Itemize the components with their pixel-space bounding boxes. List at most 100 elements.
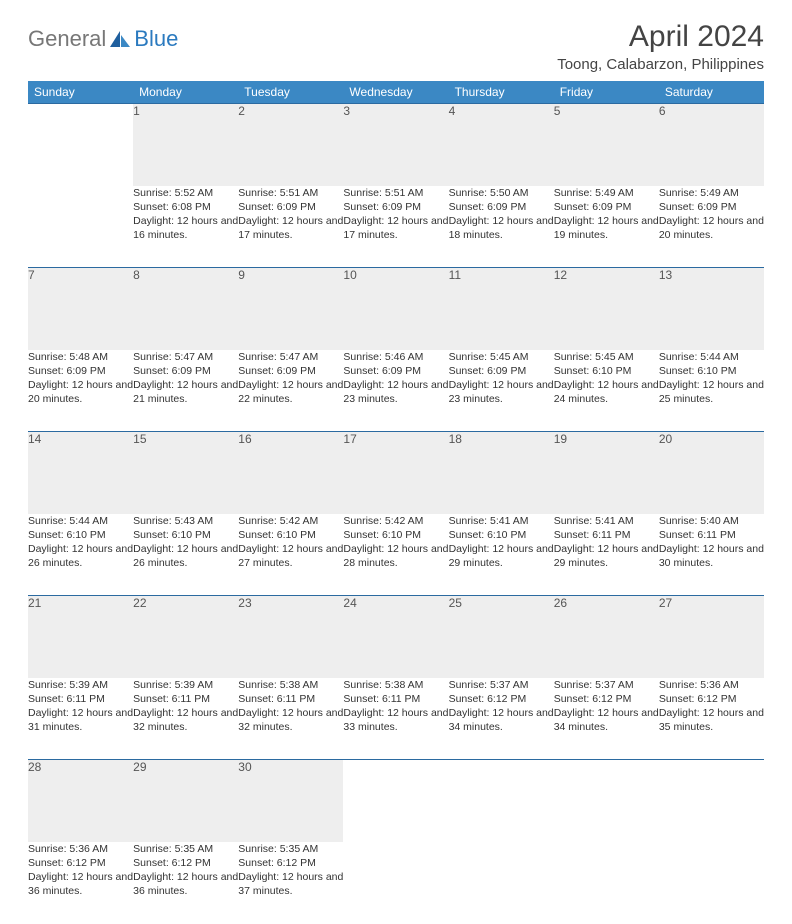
sunrise-text: Sunrise: 5:47 AM [133, 350, 238, 364]
content-row: Sunrise: 5:52 AMSunset: 6:08 PMDaylight:… [28, 186, 764, 268]
sunrise-text: Sunrise: 5:42 AM [238, 514, 343, 528]
logo-text-1: General [28, 26, 106, 52]
day-cell: Sunrise: 5:42 AMSunset: 6:10 PMDaylight:… [238, 514, 343, 596]
daylight-text: Daylight: 12 hours and 26 minutes. [133, 542, 238, 570]
day-number: 6 [659, 104, 764, 186]
weekday-header: Thursday [449, 81, 554, 104]
daylight-text: Daylight: 12 hours and 28 minutes. [343, 542, 448, 570]
daynum-row: 282930 [28, 760, 764, 842]
day-number: 20 [659, 432, 764, 514]
sunrise-text: Sunrise: 5:36 AM [659, 678, 764, 692]
day-number: 29 [133, 760, 238, 842]
day-number: 26 [554, 596, 659, 678]
page-title: April 2024 [557, 20, 764, 54]
day-cell: Sunrise: 5:46 AMSunset: 6:09 PMDaylight:… [343, 350, 448, 432]
sunset-text: Sunset: 6:09 PM [28, 364, 133, 378]
daylight-text: Daylight: 12 hours and 36 minutes. [133, 870, 238, 898]
day-number: 3 [343, 104, 448, 186]
sunset-text: Sunset: 6:12 PM [554, 692, 659, 706]
daylight-text: Daylight: 12 hours and 17 minutes. [238, 214, 343, 242]
day-number: 17 [343, 432, 448, 514]
daylight-text: Daylight: 12 hours and 17 minutes. [343, 214, 448, 242]
day-number: 7 [28, 268, 133, 350]
daylight-text: Daylight: 12 hours and 16 minutes. [133, 214, 238, 242]
sunset-text: Sunset: 6:09 PM [238, 364, 343, 378]
day-cell: Sunrise: 5:51 AMSunset: 6:09 PMDaylight:… [343, 186, 448, 268]
sunset-text: Sunset: 6:11 PM [343, 692, 448, 706]
day-cell: Sunrise: 5:39 AMSunset: 6:11 PMDaylight:… [133, 678, 238, 760]
sunset-text: Sunset: 6:10 PM [554, 364, 659, 378]
day-cell: Sunrise: 5:35 AMSunset: 6:12 PMDaylight:… [238, 842, 343, 924]
sunset-text: Sunset: 6:11 PM [659, 528, 764, 542]
sunrise-text: Sunrise: 5:36 AM [28, 842, 133, 856]
day-number: 1 [133, 104, 238, 186]
daylight-text: Daylight: 12 hours and 21 minutes. [133, 378, 238, 406]
day-number: 9 [238, 268, 343, 350]
day-cell: Sunrise: 5:45 AMSunset: 6:09 PMDaylight:… [449, 350, 554, 432]
day-cell: Sunrise: 5:47 AMSunset: 6:09 PMDaylight:… [238, 350, 343, 432]
day-cell: Sunrise: 5:41 AMSunset: 6:11 PMDaylight:… [554, 514, 659, 596]
daylight-text: Daylight: 12 hours and 35 minutes. [659, 706, 764, 734]
daylight-text: Daylight: 12 hours and 33 minutes. [343, 706, 448, 734]
sunset-text: Sunset: 6:10 PM [28, 528, 133, 542]
day-cell: Sunrise: 5:50 AMSunset: 6:09 PMDaylight:… [449, 186, 554, 268]
day-number: 5 [554, 104, 659, 186]
day-number: 24 [343, 596, 448, 678]
daylight-text: Daylight: 12 hours and 29 minutes. [554, 542, 659, 570]
day-number: 10 [343, 268, 448, 350]
daylight-text: Daylight: 12 hours and 20 minutes. [659, 214, 764, 242]
sunrise-text: Sunrise: 5:41 AM [554, 514, 659, 528]
sunrise-text: Sunrise: 5:50 AM [449, 186, 554, 200]
sunrise-text: Sunrise: 5:38 AM [238, 678, 343, 692]
daylight-text: Daylight: 12 hours and 27 minutes. [238, 542, 343, 570]
day-number: 12 [554, 268, 659, 350]
day-cell: Sunrise: 5:36 AMSunset: 6:12 PMDaylight:… [28, 842, 133, 924]
sunrise-text: Sunrise: 5:47 AM [238, 350, 343, 364]
day-number: 25 [449, 596, 554, 678]
header: General Blue April 2024 Toong, Calabarzo… [28, 20, 764, 73]
empty-cell [449, 842, 554, 924]
daylight-text: Daylight: 12 hours and 37 minutes. [238, 870, 343, 898]
day-cell: Sunrise: 5:35 AMSunset: 6:12 PMDaylight:… [133, 842, 238, 924]
sunrise-text: Sunrise: 5:45 AM [449, 350, 554, 364]
day-cell: Sunrise: 5:39 AMSunset: 6:11 PMDaylight:… [28, 678, 133, 760]
sunset-text: Sunset: 6:12 PM [133, 856, 238, 870]
daynum-row: 123456 [28, 104, 764, 186]
sunset-text: Sunset: 6:09 PM [449, 364, 554, 378]
day-cell: Sunrise: 5:37 AMSunset: 6:12 PMDaylight:… [449, 678, 554, 760]
sunrise-text: Sunrise: 5:43 AM [133, 514, 238, 528]
daylight-text: Daylight: 12 hours and 31 minutes. [28, 706, 133, 734]
daylight-text: Daylight: 12 hours and 34 minutes. [554, 706, 659, 734]
sunrise-text: Sunrise: 5:44 AM [659, 350, 764, 364]
sunset-text: Sunset: 6:10 PM [238, 528, 343, 542]
daylight-text: Daylight: 12 hours and 32 minutes. [238, 706, 343, 734]
day-number: 14 [28, 432, 133, 514]
title-block: April 2024 Toong, Calabarzon, Philippine… [557, 20, 764, 73]
sunset-text: Sunset: 6:09 PM [554, 200, 659, 214]
weekday-header-row: Sunday Monday Tuesday Wednesday Thursday… [28, 81, 764, 104]
sunrise-text: Sunrise: 5:40 AM [659, 514, 764, 528]
day-number: 8 [133, 268, 238, 350]
sunset-text: Sunset: 6:09 PM [238, 200, 343, 214]
sunset-text: Sunset: 6:12 PM [28, 856, 133, 870]
day-cell: Sunrise: 5:48 AMSunset: 6:09 PMDaylight:… [28, 350, 133, 432]
day-number: 2 [238, 104, 343, 186]
day-cell: Sunrise: 5:45 AMSunset: 6:10 PMDaylight:… [554, 350, 659, 432]
sunset-text: Sunset: 6:10 PM [133, 528, 238, 542]
sunrise-text: Sunrise: 5:48 AM [28, 350, 133, 364]
empty-cell [554, 842, 659, 924]
day-number: 23 [238, 596, 343, 678]
location-label: Toong, Calabarzon, Philippines [557, 56, 764, 73]
day-cell: Sunrise: 5:42 AMSunset: 6:10 PMDaylight:… [343, 514, 448, 596]
sunrise-text: Sunrise: 5:37 AM [449, 678, 554, 692]
day-cell: Sunrise: 5:51 AMSunset: 6:09 PMDaylight:… [238, 186, 343, 268]
day-number: 4 [449, 104, 554, 186]
day-cell: Sunrise: 5:44 AMSunset: 6:10 PMDaylight:… [659, 350, 764, 432]
daylight-text: Daylight: 12 hours and 30 minutes. [659, 542, 764, 570]
sunset-text: Sunset: 6:11 PM [133, 692, 238, 706]
sunrise-text: Sunrise: 5:49 AM [659, 186, 764, 200]
day-cell: Sunrise: 5:38 AMSunset: 6:11 PMDaylight:… [238, 678, 343, 760]
empty-cell [28, 104, 133, 186]
day-cell: Sunrise: 5:38 AMSunset: 6:11 PMDaylight:… [343, 678, 448, 760]
day-cell: Sunrise: 5:37 AMSunset: 6:12 PMDaylight:… [554, 678, 659, 760]
